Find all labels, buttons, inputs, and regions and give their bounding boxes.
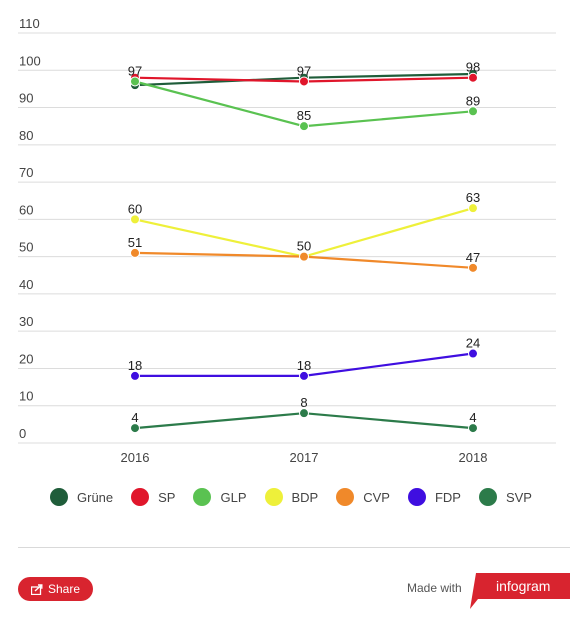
legend-item[interactable]: GLP bbox=[193, 488, 247, 506]
legend-swatch bbox=[193, 488, 212, 506]
legend-item[interactable]: Grüne bbox=[50, 488, 113, 506]
data-point[interactable] bbox=[468, 106, 478, 117]
data-point[interactable] bbox=[468, 262, 478, 273]
data-label: 51 bbox=[128, 235, 142, 250]
legend-label: Grüne bbox=[77, 489, 114, 505]
y-tick-label: 0 bbox=[19, 426, 26, 441]
data-label: 97 bbox=[128, 63, 142, 78]
y-tick-label: 90 bbox=[19, 91, 33, 106]
data-label: 97 bbox=[297, 63, 311, 78]
share-button[interactable]: Share bbox=[18, 577, 93, 601]
legend-label: CVP bbox=[363, 489, 390, 505]
data-label: 63 bbox=[466, 190, 480, 205]
legend-swatch bbox=[264, 488, 283, 506]
data-point[interactable] bbox=[468, 203, 478, 214]
data-point[interactable] bbox=[299, 370, 309, 381]
data-label: 18 bbox=[297, 358, 311, 373]
data-point[interactable] bbox=[130, 423, 140, 434]
data-label: 60 bbox=[128, 201, 142, 216]
legend-label: SP bbox=[158, 489, 176, 505]
legend-label: FDP bbox=[434, 489, 461, 505]
legend-swatch bbox=[50, 488, 68, 506]
legend-label: SVP bbox=[505, 489, 532, 505]
data-point[interactable] bbox=[130, 76, 140, 87]
y-tick-label: 100 bbox=[19, 53, 41, 68]
data-label: 4 bbox=[469, 410, 476, 425]
x-tick-label: 2018 bbox=[459, 450, 488, 465]
data-label: 4 bbox=[131, 410, 138, 425]
data-point[interactable] bbox=[299, 76, 309, 87]
share-icon bbox=[30, 583, 43, 595]
data-label-layer: 97 98 97 85 89 60 63 51 50 47 18 18 24 4 8 4 bbox=[128, 60, 480, 425]
data-label: 85 bbox=[297, 108, 311, 123]
legend-swatch bbox=[478, 488, 497, 506]
data-label: 50 bbox=[297, 239, 311, 254]
legend-label: GLP bbox=[220, 489, 247, 505]
x-axis: 2016 2017 2018 bbox=[121, 450, 488, 465]
data-point[interactable] bbox=[130, 214, 140, 225]
legend: Grüne SP GLP BDP CVP FDP SVP bbox=[0, 488, 582, 506]
data-point[interactable] bbox=[299, 121, 309, 132]
data-point[interactable] bbox=[299, 251, 309, 262]
legend-item[interactable]: FDP bbox=[407, 488, 461, 506]
x-tick-label: 2016 bbox=[121, 450, 150, 465]
y-tick-label: 80 bbox=[19, 128, 33, 143]
data-label: 8 bbox=[300, 395, 307, 410]
y-tick-label: 30 bbox=[19, 314, 33, 329]
legend-item[interactable]: SP bbox=[131, 488, 175, 506]
y-tick-label: 40 bbox=[19, 277, 33, 292]
data-label: 47 bbox=[466, 250, 480, 265]
data-label: 18 bbox=[128, 358, 142, 373]
share-label: Share bbox=[47, 582, 81, 596]
data-point[interactable] bbox=[299, 408, 309, 419]
y-tick-label: 110 bbox=[19, 16, 40, 31]
legend-swatch bbox=[131, 488, 150, 506]
legend-label: BDP bbox=[291, 489, 319, 505]
data-point[interactable] bbox=[468, 423, 478, 434]
y-tick-label: 10 bbox=[19, 389, 33, 404]
infogram-logo-text[interactable]: infogram bbox=[496, 578, 551, 594]
series-layer bbox=[130, 69, 478, 434]
data-point[interactable] bbox=[130, 247, 140, 258]
data-label: 89 bbox=[466, 93, 480, 108]
data-point[interactable] bbox=[468, 348, 478, 359]
divider bbox=[18, 547, 570, 548]
y-tick-label: 20 bbox=[19, 351, 33, 366]
data-label: 24 bbox=[466, 336, 480, 351]
legend-swatch bbox=[336, 488, 355, 506]
infogram-badge[interactable] bbox=[470, 573, 570, 609]
legend-item[interactable]: BDP bbox=[264, 488, 319, 506]
legend-swatch bbox=[407, 488, 426, 506]
legend-item[interactable]: SVP bbox=[478, 488, 532, 506]
data-point[interactable] bbox=[468, 72, 478, 83]
y-tick-label: 70 bbox=[19, 165, 33, 180]
y-tick-label: 60 bbox=[19, 202, 33, 217]
x-tick-label: 2017 bbox=[290, 450, 319, 465]
made-with-label: Made with bbox=[407, 581, 462, 595]
legend-item[interactable]: CVP bbox=[336, 488, 390, 506]
line-chart: 0 10 20 30 40 50 60 70 80 90 100 110 2016 2017 2018 9… bbox=[18, 16, 556, 465]
data-point[interactable] bbox=[130, 370, 140, 381]
y-tick-label: 50 bbox=[19, 240, 33, 255]
data-label: 98 bbox=[466, 60, 480, 75]
